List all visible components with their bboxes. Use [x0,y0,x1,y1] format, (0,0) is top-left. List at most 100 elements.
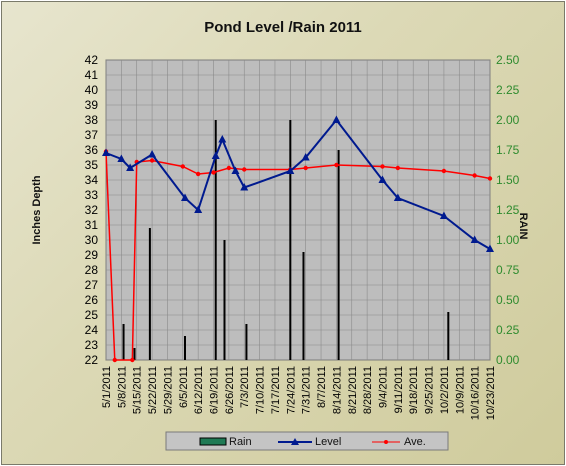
right-tick-label: 2.50 [496,53,520,67]
level-point [439,211,448,219]
x-tick-label: 7/3/2011 [239,366,251,408]
ave-point [334,162,339,168]
left-tick-label: 28 [85,263,99,277]
ave-point [472,173,477,178]
level-point [301,153,310,161]
ave-point [441,168,447,174]
right-tick-label: 0.00 [496,353,520,367]
rain-bars [122,120,450,360]
rain-bar [289,120,292,360]
left-tick-label: 36 [85,143,99,157]
right-axis-ticks: 0.00 0.25 0.50 0.75 1.00 1.25 1.50 1.75 2.00 2.25… [496,53,520,367]
left-tick-label: 41 [85,68,99,82]
ave-point [242,167,247,172]
left-tick-label: 34 [85,173,99,187]
ave-point [112,357,117,363]
ave-point [226,165,232,171]
level-point [393,193,402,201]
x-tick-label: 10/9/2011 [454,366,466,414]
x-tick-label: 9/18/2011 [408,366,420,414]
left-tick-label: 40 [85,83,99,97]
ave-point [211,170,216,175]
left-tick-label: 42 [85,53,99,67]
x-tick-label: 5/29/2011 [162,366,174,414]
ave-point [180,164,185,169]
right-tick-label: 1.50 [496,173,520,187]
rain-bar [133,348,136,360]
right-tick-label: 1.75 [496,143,520,157]
level-point [126,163,135,171]
x-tick-label: 8/14/2011 [331,366,343,414]
left-tick-label: 23 [85,338,99,352]
legend-ave-label: Ave. [404,436,426,448]
rain-bar [122,324,125,360]
left-axis-ticks: 2223242526272829303132333435363738394041… [85,53,99,367]
chart-title: Pond Level /Rain 2011 [204,19,362,36]
x-tick-label: 5/15/2011 [132,366,144,414]
level-point [286,166,295,174]
x-tick-label: 8/28/2011 [362,366,374,414]
right-tick-label: 2.25 [496,83,520,97]
left-tick-label: 31 [85,218,99,232]
right-tick-label: 2.00 [496,113,520,127]
left-tick-label: 30 [85,233,99,247]
x-axis-ticks: 5/1/2011 5/8/2011 5/15/2011 5/22/2011 5/29/2… [101,366,497,420]
x-tick-label: 7/31/2011 [301,366,313,414]
level-point [211,151,220,159]
rain-bar [214,120,217,360]
level-point [180,193,189,201]
ave-point [303,165,308,171]
right-tick-label: 1.25 [496,203,520,217]
left-tick-label: 32 [85,203,99,217]
ave-point [149,158,155,163]
x-tick-label: 8/21/2011 [347,366,359,414]
x-tick-label: 7/24/2011 [285,366,297,414]
level-line-series [102,115,494,252]
left-tick-label: 29 [85,248,99,262]
legend-rain-swatch [199,437,227,446]
left-tick-label: 37 [85,128,99,142]
legend-ave-marker [384,440,388,444]
left-tick-label: 27 [85,278,99,292]
ave-point [380,164,385,169]
legend-rain-label: Rain [229,436,252,448]
x-tick-label: 10/23/2011 [485,366,497,420]
x-tick-label: 9/11/2011 [393,366,405,413]
left-axis-label: Inches Depth [31,175,43,244]
legend-level-label: Level [315,436,341,448]
left-tick-label: 39 [85,98,99,112]
level-point [240,183,249,191]
rain-bar [337,150,340,360]
ave-point [487,176,493,181]
level-point [470,235,479,243]
rain-bar [447,312,450,360]
right-tick-label: 1.00 [496,233,520,247]
level-point [332,115,341,123]
level-point [378,175,387,183]
level-point [231,166,240,174]
x-tick-label: 10/2/2011 [439,366,451,414]
right-tick-label: 0.75 [496,263,520,277]
grid-lines [105,59,491,361]
right-tick-label: 0.25 [496,323,520,337]
x-tick-label: 7/10/2011 [255,366,267,414]
left-tick-label: 35 [85,158,99,172]
x-tick-label: 5/8/2011 [116,366,128,408]
x-tick-label: 5/22/2011 [147,366,159,414]
x-tick-label: 9/4/2011 [377,366,389,408]
ave-point [395,165,401,171]
right-axis-label: RAIN [517,213,529,240]
x-tick-label: 5/1/2011 [101,366,113,408]
left-tick-label: 33 [85,188,99,202]
left-tick-label: 22 [85,353,99,367]
x-tick-label: 10/16/2011 [470,366,482,420]
legend: Rain Level Ave. [165,431,449,451]
left-tick-label: 24 [85,323,99,337]
legend-level-marker [291,438,299,445]
x-tick-label: 6/26/2011 [224,366,236,414]
x-tick-label: 7/17/2011 [270,366,282,414]
ave-point [195,171,201,177]
right-tick-label: 0.50 [496,293,520,307]
